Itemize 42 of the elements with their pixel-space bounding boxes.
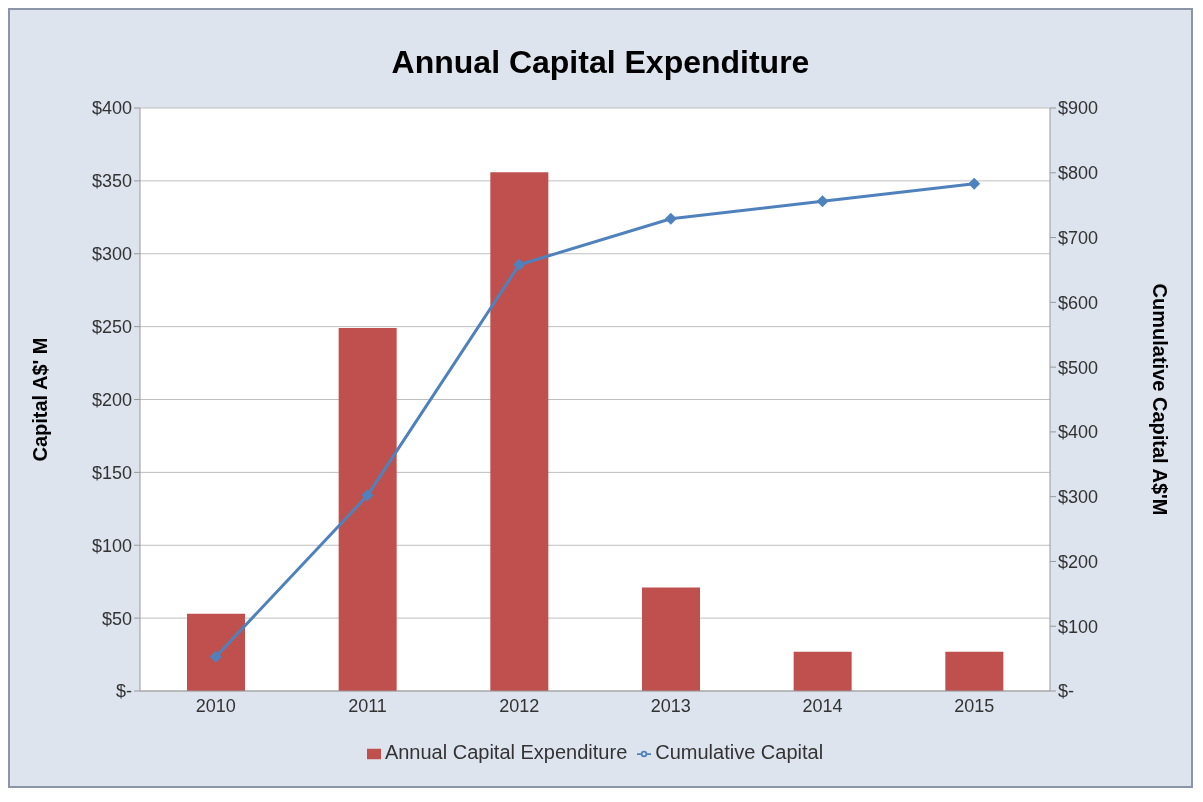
x-tick-label: 2010 [195, 695, 236, 716]
point [968, 177, 981, 190]
point [513, 258, 526, 271]
y2-tick-label: $600 [1058, 292, 1099, 313]
x-tick-label: 2015 [954, 695, 995, 716]
y2-tick-label: $800 [1058, 163, 1099, 184]
y-tick-label: $200 [91, 389, 132, 410]
y2-tick-label: $- [1058, 681, 1075, 702]
legend-label: Cumulative Capital [655, 741, 824, 763]
x-tick-label: 2014 [802, 695, 843, 716]
y-tick-label: $- [115, 681, 132, 702]
point [209, 650, 222, 663]
bar [945, 651, 1004, 691]
chart-title: Annual Capital Expenditure [390, 43, 811, 82]
bar [490, 172, 549, 691]
bar [793, 651, 852, 691]
point [361, 489, 374, 502]
y2-tick-label: $700 [1058, 227, 1099, 248]
y2-tick-label: $200 [1058, 551, 1099, 572]
y-tick-label: $50 [101, 608, 132, 629]
y-tick-label: $350 [91, 171, 132, 192]
bar [642, 587, 700, 691]
y-tick-label: $150 [91, 462, 132, 483]
y-axis-title: Capital A$' M [29, 337, 52, 462]
x-tick-label: 2013 [650, 695, 691, 716]
x-tick-label: 2012 [499, 695, 540, 716]
y2-tick-label: $100 [1058, 616, 1099, 637]
x-tick-label: 2011 [348, 695, 387, 716]
y-tick-label: $100 [91, 535, 132, 556]
point [664, 212, 677, 225]
y2-tick-label: $400 [1058, 422, 1099, 443]
y-tick-label: $250 [91, 317, 132, 338]
point [816, 195, 829, 208]
y-tick-label: $300 [91, 244, 132, 265]
bar [187, 613, 245, 691]
legend-label: Annual Capital Expenditure [384, 741, 628, 763]
bar [338, 328, 397, 691]
y-tick-label: $400 [91, 98, 132, 119]
y2-tick-label: $900 [1058, 98, 1099, 119]
y2-tick-label: $300 [1058, 487, 1099, 508]
y2-tick-label: $500 [1058, 357, 1099, 378]
y2-axis-title: Cumulative Capital A$'M [1148, 283, 1171, 516]
